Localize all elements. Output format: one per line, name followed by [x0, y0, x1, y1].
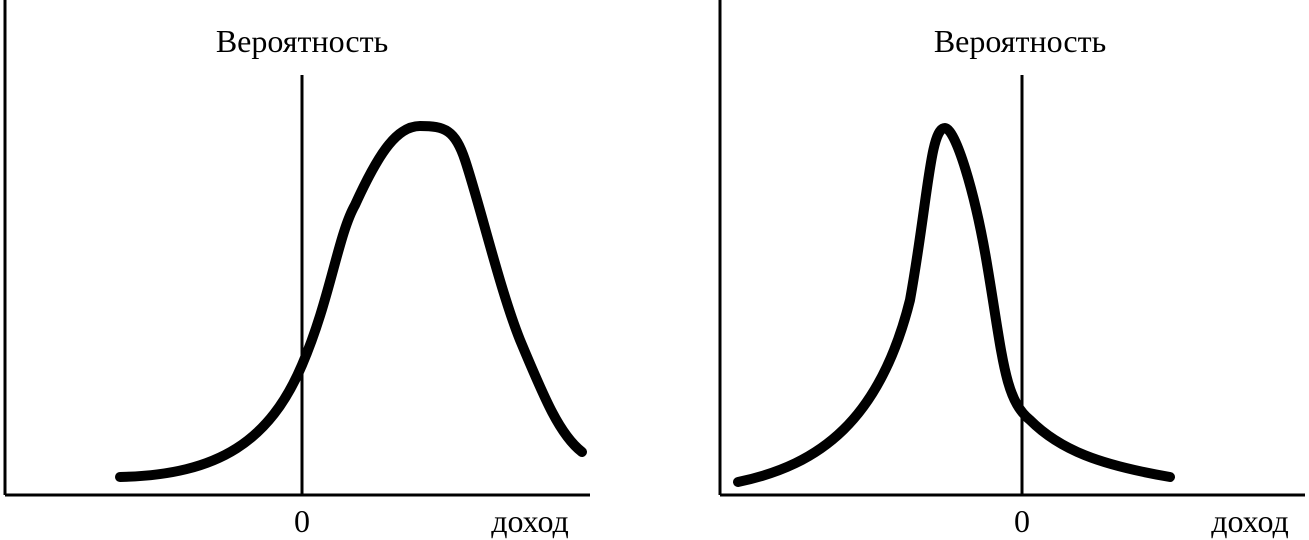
distribution-curve — [115, 121, 587, 482]
panel-left: Вероятность 0 доход — [3, 0, 590, 539]
zero-label: 0 — [1014, 503, 1030, 539]
zero-label: 0 — [294, 503, 310, 539]
x-label: доход — [1211, 503, 1289, 539]
panel-right: Вероятность 0 доход — [718, 0, 1305, 539]
x-label: доход — [491, 503, 569, 539]
distribution-curve — [733, 123, 1175, 487]
y-label: Вероятность — [934, 23, 1106, 59]
y-label: Вероятность — [216, 23, 388, 59]
